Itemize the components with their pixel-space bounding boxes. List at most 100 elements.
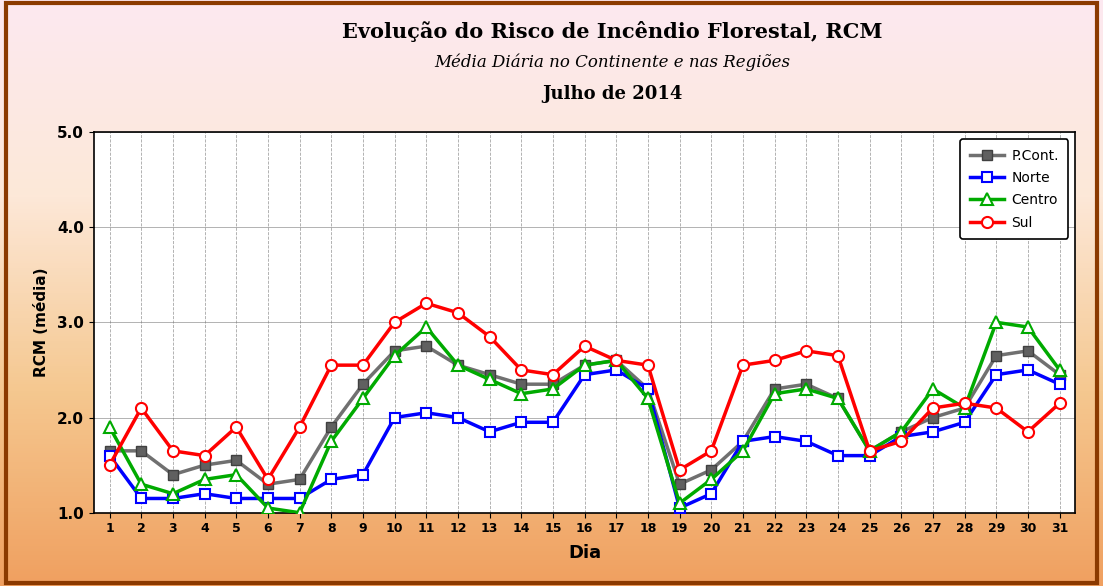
Norte (641, 386, 654, 393)
Y-axis label: RCM (média): RCM (média) (34, 268, 49, 377)
Norte (927, 428, 940, 435)
P.Cont. (673, 481, 686, 488)
Centro (832, 395, 845, 402)
Sul (895, 438, 908, 445)
P.Cont. (261, 481, 275, 488)
X-axis label: Dia: Dia (568, 544, 601, 562)
Norte (1053, 381, 1067, 388)
Norte (546, 419, 559, 426)
Norte (167, 495, 180, 502)
Centro (229, 471, 243, 478)
Centro (356, 395, 370, 402)
Norte (989, 371, 1003, 378)
Norte (768, 433, 781, 440)
Centro (419, 323, 432, 331)
Sul (197, 452, 211, 459)
P.Cont. (419, 343, 432, 350)
P.Cont. (578, 362, 591, 369)
Centro (673, 500, 686, 507)
Centro (705, 476, 718, 483)
Centro (451, 362, 464, 369)
Centro (863, 447, 876, 454)
Norte (863, 452, 876, 459)
Centro (927, 386, 940, 393)
Norte (135, 495, 148, 502)
Norte (293, 495, 307, 502)
Centro (197, 476, 211, 483)
P.Cont. (832, 395, 845, 402)
Norte (356, 471, 370, 478)
Sul (483, 333, 496, 340)
Sul (1053, 400, 1067, 407)
Centro (388, 352, 401, 359)
P.Cont. (135, 447, 148, 454)
Norte (610, 366, 623, 373)
P.Cont. (483, 371, 496, 378)
Centro (768, 390, 781, 397)
Centro (483, 376, 496, 383)
Norte (419, 409, 432, 416)
Norte (515, 419, 528, 426)
Centro (515, 390, 528, 397)
Centro (324, 438, 338, 445)
Centro (800, 386, 813, 393)
Sul (419, 299, 432, 307)
Centro (641, 395, 654, 402)
P.Cont. (863, 447, 876, 454)
Line: Norte: Norte (105, 365, 1064, 513)
Norte (388, 414, 401, 421)
Norte (578, 371, 591, 378)
Norte (261, 495, 275, 502)
Norte (705, 490, 718, 497)
Sul (546, 371, 559, 378)
Norte (832, 452, 845, 459)
Sul (167, 447, 180, 454)
P.Cont. (293, 476, 307, 483)
Text: Julho de 2014: Julho de 2014 (542, 85, 683, 103)
P.Cont. (768, 386, 781, 393)
Line: Sul: Sul (104, 298, 1065, 485)
Norte (895, 433, 908, 440)
Sul (451, 309, 464, 316)
Centro (1053, 366, 1067, 373)
Sul (578, 343, 591, 350)
Centro (895, 428, 908, 435)
P.Cont. (324, 424, 338, 431)
Centro (989, 319, 1003, 326)
P.Cont. (737, 438, 750, 445)
Norte (324, 476, 338, 483)
P.Cont. (989, 352, 1003, 359)
Sul (959, 400, 972, 407)
Sul (610, 357, 623, 364)
Sul (1021, 428, 1035, 435)
Legend: P.Cont., Norte, Centro, Sul: P.Cont., Norte, Centro, Sul (960, 139, 1069, 239)
Text: Evolução do Risco de Incêndio Florestal, RCM: Evolução do Risco de Incêndio Florestal,… (342, 21, 882, 42)
Text: Média Diária no Continente e nas Regiões: Média Diária no Continente e nas Regiões (435, 54, 790, 71)
Line: Centro: Centro (104, 317, 1065, 518)
P.Cont. (546, 381, 559, 388)
Norte (959, 419, 972, 426)
P.Cont. (1053, 371, 1067, 378)
Sul (324, 362, 338, 369)
Sul (800, 347, 813, 355)
P.Cont. (895, 428, 908, 435)
Sul (737, 362, 750, 369)
Sul (356, 362, 370, 369)
Centro (578, 362, 591, 369)
Centro (261, 505, 275, 512)
Norte (197, 490, 211, 497)
P.Cont. (959, 404, 972, 411)
Norte (103, 452, 116, 459)
Sul (293, 424, 307, 431)
P.Cont. (705, 466, 718, 473)
Centro (1021, 323, 1035, 331)
P.Cont. (167, 471, 180, 478)
P.Cont. (515, 381, 528, 388)
Centro (610, 357, 623, 364)
Centro (959, 404, 972, 411)
Norte (229, 495, 243, 502)
P.Cont. (103, 447, 116, 454)
P.Cont. (451, 362, 464, 369)
Norte (451, 414, 464, 421)
Centro (103, 424, 116, 431)
